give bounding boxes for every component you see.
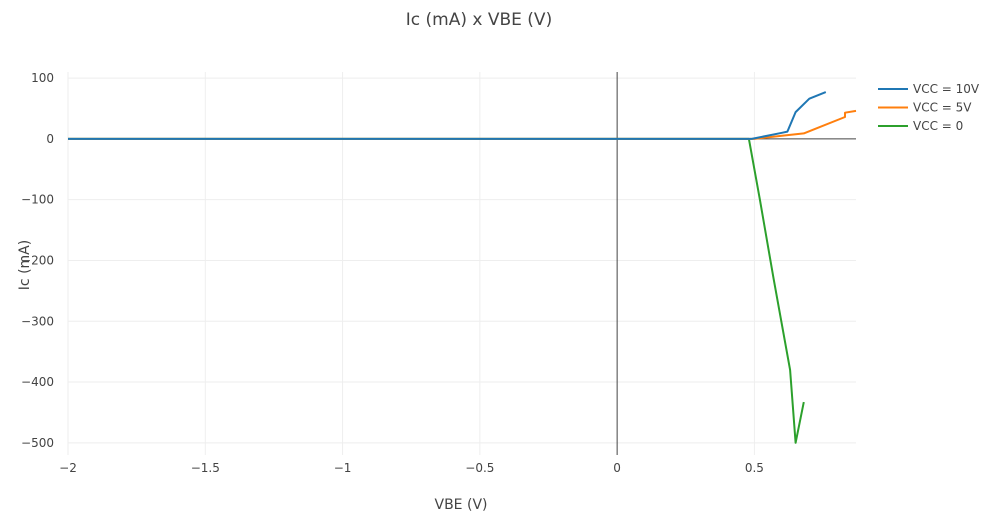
x-tick-label: −1.5 bbox=[191, 461, 220, 475]
y-tick-label: −100 bbox=[21, 193, 54, 207]
x-tick-label: −0.5 bbox=[465, 461, 494, 475]
y-tick-label: 100 bbox=[31, 71, 54, 85]
series-line bbox=[68, 91, 827, 140]
y-tick-label: −300 bbox=[21, 314, 54, 328]
series-lines bbox=[68, 91, 857, 444]
x-tick-label: −1 bbox=[334, 461, 352, 475]
zero-lines bbox=[68, 72, 856, 455]
series-line bbox=[68, 109, 857, 140]
y-tick-label: −400 bbox=[21, 375, 54, 389]
legend-label: VCC = 10V bbox=[913, 82, 980, 96]
y-tick-label: 0 bbox=[46, 132, 54, 146]
grid-lines bbox=[67, 72, 856, 455]
x-axis-title: VBE (V) bbox=[435, 497, 488, 513]
legend-label: VCC = 5V bbox=[913, 101, 972, 115]
x-tick-labels: −2 −1.5 −1 −0.5 0 0.5 bbox=[59, 461, 764, 475]
x-tick-label: −2 bbox=[59, 461, 77, 475]
legend[interactable]: VCC = 10V VCC = 5V VCC = 0 bbox=[878, 82, 980, 133]
legend-label: VCC = 0 bbox=[913, 119, 963, 133]
y-tick-label: −500 bbox=[21, 436, 54, 450]
x-tick-label: 0 bbox=[613, 461, 621, 475]
series-line bbox=[68, 137, 805, 444]
x-tick-label: 0.5 bbox=[745, 461, 764, 475]
y-tick-labels: 100 0 −100 −200 −300 −400 −500 bbox=[21, 71, 54, 450]
y-tick-label: −200 bbox=[21, 253, 54, 267]
chart-title: Ic (mA) x VBE (V) bbox=[406, 10, 552, 30]
y-axis-title: Ic (mA) bbox=[17, 240, 33, 290]
